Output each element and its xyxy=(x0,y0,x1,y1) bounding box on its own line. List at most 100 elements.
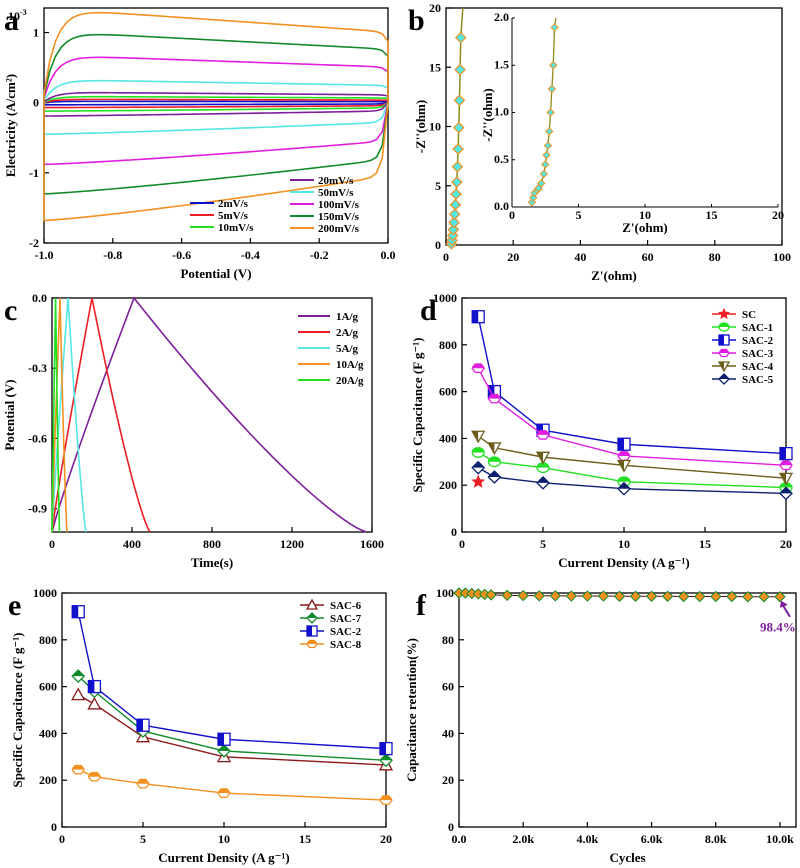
gcd-curve xyxy=(51,297,87,533)
data-point-fill xyxy=(618,438,624,451)
data-point-fill xyxy=(380,754,392,761)
cv-curve xyxy=(43,11,389,222)
inset-y-tick-label: 1.5 xyxy=(494,57,509,71)
data-point-fill xyxy=(218,744,230,751)
data-point-fill xyxy=(618,451,630,456)
data-point-fill xyxy=(218,733,224,746)
y-tick-label: 0 xyxy=(435,238,441,252)
x-tick-label: 15 xyxy=(299,832,311,846)
x-tick-label: 0.0 xyxy=(452,832,467,846)
nyquist-point xyxy=(451,160,464,173)
y-axis-title: Specific Capacitance (F g⁻¹) xyxy=(10,632,25,787)
annotation-label: 98.4% xyxy=(760,620,796,635)
x-axis-title: Time(s) xyxy=(191,555,233,570)
legend-marker-fill xyxy=(719,362,724,371)
legend-label: SAC-5 xyxy=(742,374,774,386)
panel-label-b: b xyxy=(408,4,425,37)
x-axis-title: Current Density (A g⁻¹) xyxy=(158,850,289,865)
series-sc xyxy=(471,474,486,488)
inset-x-tick-label: 0 xyxy=(509,208,515,222)
series-sac-2 xyxy=(71,605,393,756)
y-tick-label: 1000 xyxy=(33,586,57,600)
inset-point xyxy=(543,141,553,150)
y-multiplier-exp: -3 xyxy=(20,8,27,17)
nyquist-point xyxy=(450,188,462,200)
x-tick-label: 10.0k xyxy=(766,832,794,846)
inset-y-tick-label: 1.0 xyxy=(494,105,509,119)
panel-label-e: e xyxy=(8,589,21,622)
retention-point xyxy=(629,590,642,602)
y-multiplier-base: 10 xyxy=(8,9,20,23)
x-tick-label: 8.0k xyxy=(705,832,727,846)
x-tick-label: 20 xyxy=(780,537,792,551)
x-tick-label: 0.0 xyxy=(381,248,396,262)
retention-point xyxy=(661,590,674,602)
legend-label: SAC-7 xyxy=(330,613,362,625)
y-tick-label: -0.6 xyxy=(28,431,47,445)
gcd-curve xyxy=(51,297,151,533)
data-point-fill xyxy=(488,457,501,462)
legend-label: 2A/g xyxy=(336,327,359,339)
data-point-fill xyxy=(472,431,479,443)
series-line xyxy=(477,435,787,479)
retention-point xyxy=(517,589,529,602)
legend-label: SAC-3 xyxy=(742,348,774,360)
data-point xyxy=(471,474,486,488)
data-point-fill xyxy=(780,487,792,494)
y-tick-label: 5 xyxy=(435,179,441,193)
legend-marker-fill xyxy=(719,323,729,327)
legend: 1A/g 2A/g 5A/g 10A/g 20A/g xyxy=(298,311,364,387)
data-point-fill xyxy=(72,605,79,618)
legend-label: 1A/g xyxy=(336,311,359,323)
series-line xyxy=(477,316,787,455)
legend-label: SAC-2 xyxy=(742,335,774,347)
y-tick-label: -0.9 xyxy=(28,502,47,516)
series-sac-3 xyxy=(471,363,793,471)
y-tick-label: 10 xyxy=(429,120,441,134)
y-tick-label: 400 xyxy=(439,431,457,445)
legend-marker-fill xyxy=(307,640,317,644)
data-point-fill xyxy=(72,764,85,770)
x-tick-label: 0 xyxy=(443,250,449,264)
retention-point xyxy=(581,590,594,602)
y-tick-label: 600 xyxy=(439,385,457,399)
annotation-arrowhead xyxy=(779,600,788,608)
data-point-fill xyxy=(72,670,85,677)
data-point-fill xyxy=(472,363,485,369)
data-point-fill xyxy=(472,461,485,468)
x-tick-label: 40 xyxy=(574,250,586,264)
retention-point xyxy=(758,591,770,603)
data-point-fill xyxy=(537,452,543,464)
x-tick-label: 0 xyxy=(459,537,465,551)
data-point-fill xyxy=(780,460,792,466)
series-line xyxy=(77,769,387,801)
x-tick-label: 4.0k xyxy=(577,832,599,846)
inset-point xyxy=(549,61,558,70)
y-tick-label: 80 xyxy=(442,633,454,647)
panel-label-f: f xyxy=(416,589,427,622)
nyquist-point xyxy=(454,63,466,76)
y-axis-title: Capacitance retention(%) xyxy=(404,638,419,782)
retention-point xyxy=(501,589,513,602)
inset-x-tick-label: 5 xyxy=(576,208,582,222)
y-tick-label: 0.0 xyxy=(32,291,47,305)
gcd-curve xyxy=(51,297,61,533)
series-sac-5 xyxy=(471,460,793,501)
data-point-fill xyxy=(137,719,143,732)
y-tick-label: 100 xyxy=(436,586,454,600)
legend-label: 20mV/s xyxy=(318,175,354,187)
series-sac-8 xyxy=(71,764,393,805)
y-tick-label: 20 xyxy=(442,773,454,787)
legend-label: 100mV/s xyxy=(318,199,360,211)
legend-label: 50mV/s xyxy=(318,187,354,199)
legend-label: SAC-6 xyxy=(330,600,362,612)
inset-point xyxy=(537,179,546,188)
x-tick-label: 5 xyxy=(140,832,146,846)
data-point-fill xyxy=(537,430,549,435)
y-tick-label: 0 xyxy=(51,820,57,834)
y-tick-label: 15 xyxy=(429,60,441,74)
legend-label: SAC-2 xyxy=(330,626,362,638)
retention-point xyxy=(677,590,690,603)
y-tick-label: -2 xyxy=(29,236,39,250)
y-tick-label: 800 xyxy=(39,633,57,647)
